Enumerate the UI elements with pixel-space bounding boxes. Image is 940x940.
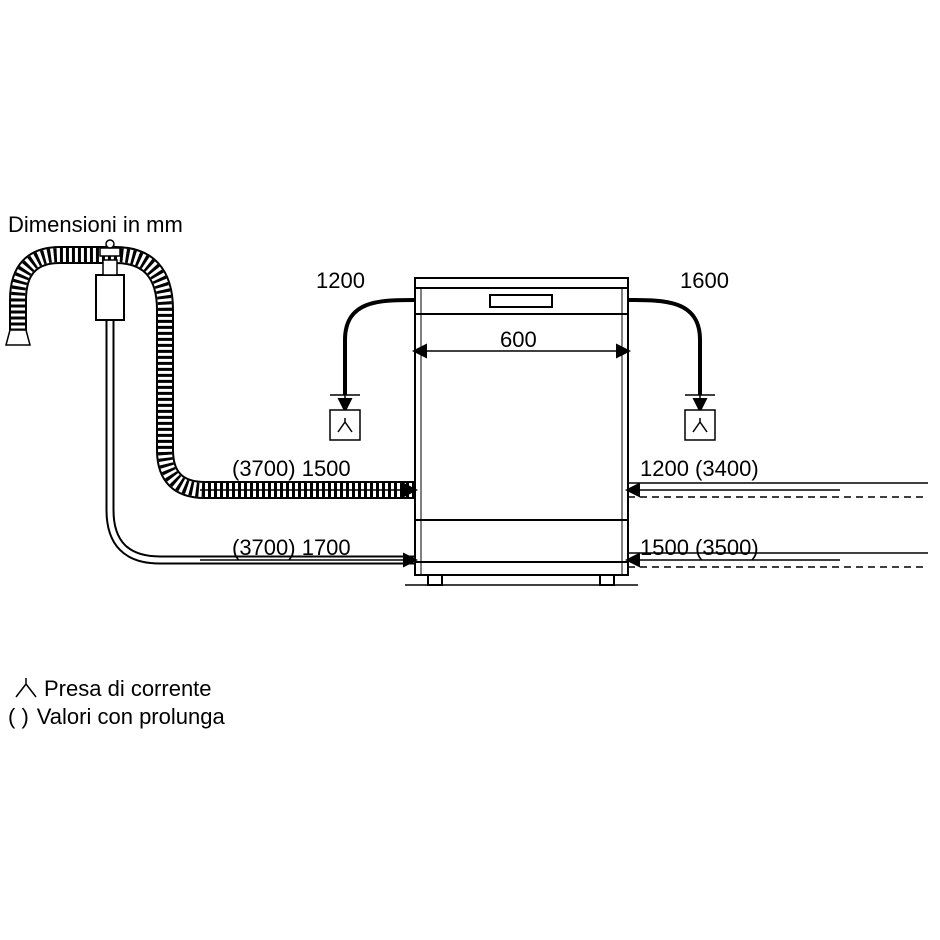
- dim-right-bottom: 1500 (3500): [640, 535, 759, 561]
- legend-extension-label: Valori con prolunga: [37, 704, 225, 730]
- legend-extension: ( ) Valori con prolunga: [8, 704, 225, 730]
- appliance: [415, 278, 628, 585]
- dim-right-top: 1200 (3400): [640, 456, 759, 482]
- dim-600: 600: [500, 327, 537, 353]
- dim-left-top: (3700) 1500: [232, 456, 351, 482]
- legend-socket-label: Presa di corrente: [44, 676, 212, 702]
- dim-1200-left: 1200: [316, 268, 365, 294]
- diagram-svg: [0, 0, 940, 940]
- supply-hose: [96, 240, 415, 560]
- socket-right: [685, 410, 715, 440]
- legend-socket: Presa di corrente: [44, 676, 212, 702]
- dim-left-bottom: (3700) 1700: [232, 535, 351, 561]
- dim-1600-right: 1600: [680, 268, 729, 294]
- socket-left: [330, 410, 360, 440]
- legend-socket-symbol: [16, 678, 36, 697]
- diagram-stage: Dimensioni in mm 600 1200 1600 (3700) 15…: [0, 0, 940, 940]
- title: Dimensioni in mm: [8, 212, 183, 238]
- legend-extension-symbol: ( ): [8, 704, 29, 730]
